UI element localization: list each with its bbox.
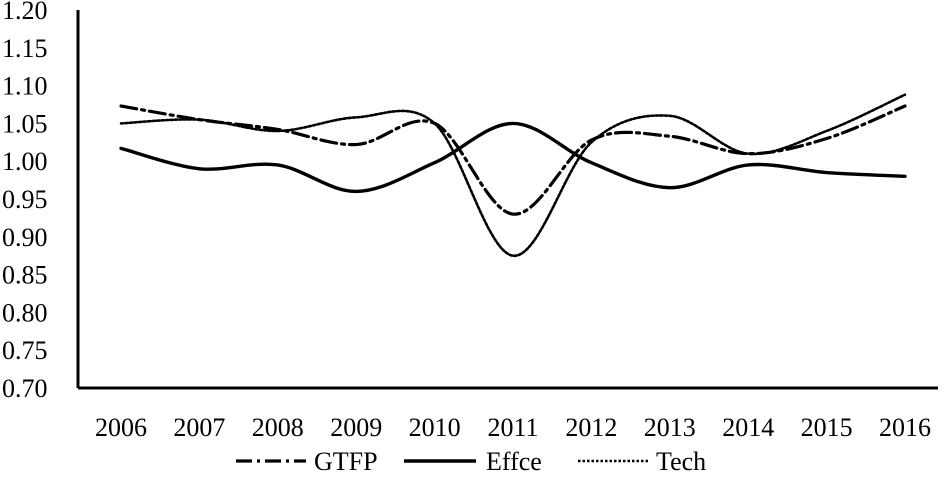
series-line-tech (119, 93, 907, 258)
y-tick-label: 0.75 (2, 336, 48, 365)
data-point-tech (118, 120, 124, 126)
data-point-tech (902, 92, 908, 98)
y-tick-labels: 0.70 0.75 0.80 0.85 0.90 0.95 1.00 1.05 1.10 1.15… (2, 0, 48, 403)
data-point-tech (745, 151, 751, 157)
x-tick-labels: 2006 2007 2008 2009 2010 2011 2012 2013 2014 2015… (95, 413, 931, 442)
axes (76, 10, 938, 390)
data-point-gtfp (353, 142, 359, 148)
data-point-effce (510, 120, 516, 126)
data-point-tech (588, 139, 594, 145)
x-tick-label: 2011 (487, 413, 538, 442)
data-point-effce (824, 170, 830, 176)
y-tick-label: 1.10 (2, 72, 48, 101)
y-tick-label: 0.95 (2, 185, 48, 214)
x-tick-label: 2010 (409, 413, 461, 442)
y-tick-label: 1.00 (2, 147, 48, 176)
data-point-effce (432, 160, 438, 166)
data-point-gtfp (118, 103, 124, 109)
series-lines (118, 92, 908, 259)
legend-label-gtfp: GTFP (314, 447, 378, 476)
data-point-tech (353, 114, 359, 120)
x-tick-label: 2013 (644, 413, 696, 442)
data-point-effce (275, 162, 281, 168)
legend: GTFP Effce Tech (236, 447, 706, 476)
x-tick-label: 2016 (879, 413, 931, 442)
x-tick-label: 2012 (565, 413, 617, 442)
y-tick-label: 1.20 (2, 0, 48, 25)
y-tick-label: 1.05 (2, 109, 48, 138)
x-tick-label: 2008 (252, 413, 304, 442)
data-point-gtfp (510, 211, 516, 217)
y-tick-label: 0.70 (2, 374, 48, 403)
data-point-tech (275, 128, 281, 134)
x-tick-label: 2015 (801, 413, 853, 442)
x-tick-label: 2006 (95, 413, 147, 442)
legend-label-tech: Tech (656, 447, 706, 476)
data-point-tech (667, 113, 673, 119)
data-point-tech (510, 253, 516, 259)
data-point-tech (196, 117, 202, 123)
x-tick-label: 2014 (722, 413, 774, 442)
y-tick-label: 0.80 (2, 298, 48, 327)
legend-label-effce: Effce (486, 447, 542, 476)
data-point-effce (667, 185, 673, 191)
data-point-gtfp (824, 136, 830, 142)
data-point-gtfp (902, 103, 908, 109)
y-tick-label: 0.90 (2, 223, 48, 252)
y-tick-label: 1.15 (2, 34, 48, 63)
series-line-effce (119, 121, 907, 194)
data-point-effce (588, 160, 594, 166)
data-point-effce (353, 188, 359, 194)
x-tick-label: 2009 (330, 413, 382, 442)
data-point-effce (196, 166, 202, 172)
data-point-effce (745, 162, 751, 168)
data-point-effce (902, 173, 908, 179)
data-point-tech (824, 128, 830, 134)
data-point-gtfp (667, 133, 673, 139)
x-tick-label: 2007 (173, 413, 225, 442)
y-tick-label: 0.85 (2, 261, 48, 290)
data-point-effce (118, 145, 124, 151)
data-point-tech (432, 120, 438, 126)
